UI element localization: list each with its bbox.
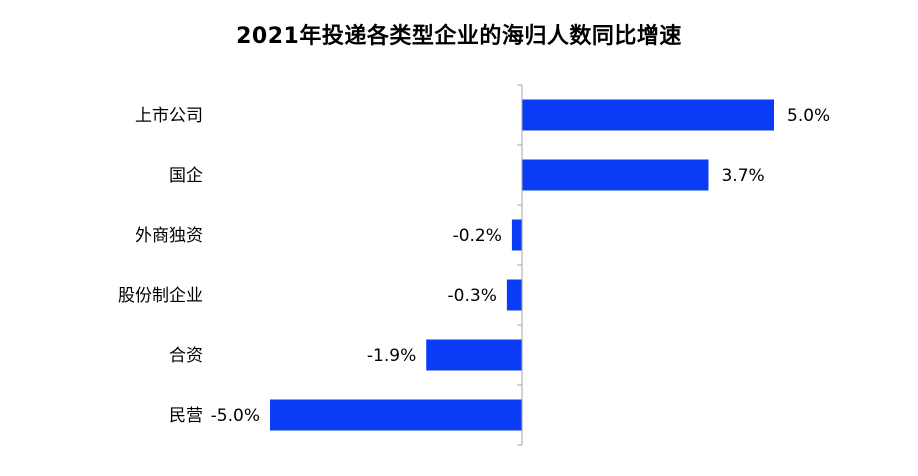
category-label: 外商独资 bbox=[135, 226, 203, 246]
chart-title: 2021年投递各类型企业的海归人数同比增速 bbox=[236, 24, 682, 49]
data-label: -1.9% bbox=[367, 346, 416, 366]
bar bbox=[522, 159, 709, 191]
bar bbox=[270, 399, 522, 431]
category-label: 民营 bbox=[169, 406, 203, 426]
data-label: -5.0% bbox=[211, 406, 260, 426]
labels-layer: 上市公司 5.0% 国企 3.7% 外商独资 -0.2% 股份制企业 -0.3% 合资 -1.9%… bbox=[118, 106, 830, 426]
bars-layer bbox=[270, 99, 774, 431]
data-label: 3.7% bbox=[721, 166, 764, 186]
category-label: 国企 bbox=[169, 166, 203, 186]
bar bbox=[511, 219, 522, 251]
data-label: -0.3% bbox=[448, 286, 497, 306]
bar bbox=[522, 99, 774, 131]
bar bbox=[426, 339, 522, 371]
data-label: -0.2% bbox=[453, 226, 502, 246]
data-label: 5.0% bbox=[787, 106, 830, 126]
category-label: 合资 bbox=[169, 346, 203, 366]
bar bbox=[506, 279, 522, 311]
category-label: 股份制企业 bbox=[118, 286, 203, 306]
category-label: 上市公司 bbox=[135, 106, 203, 126]
axis-layer bbox=[517, 84, 523, 446]
